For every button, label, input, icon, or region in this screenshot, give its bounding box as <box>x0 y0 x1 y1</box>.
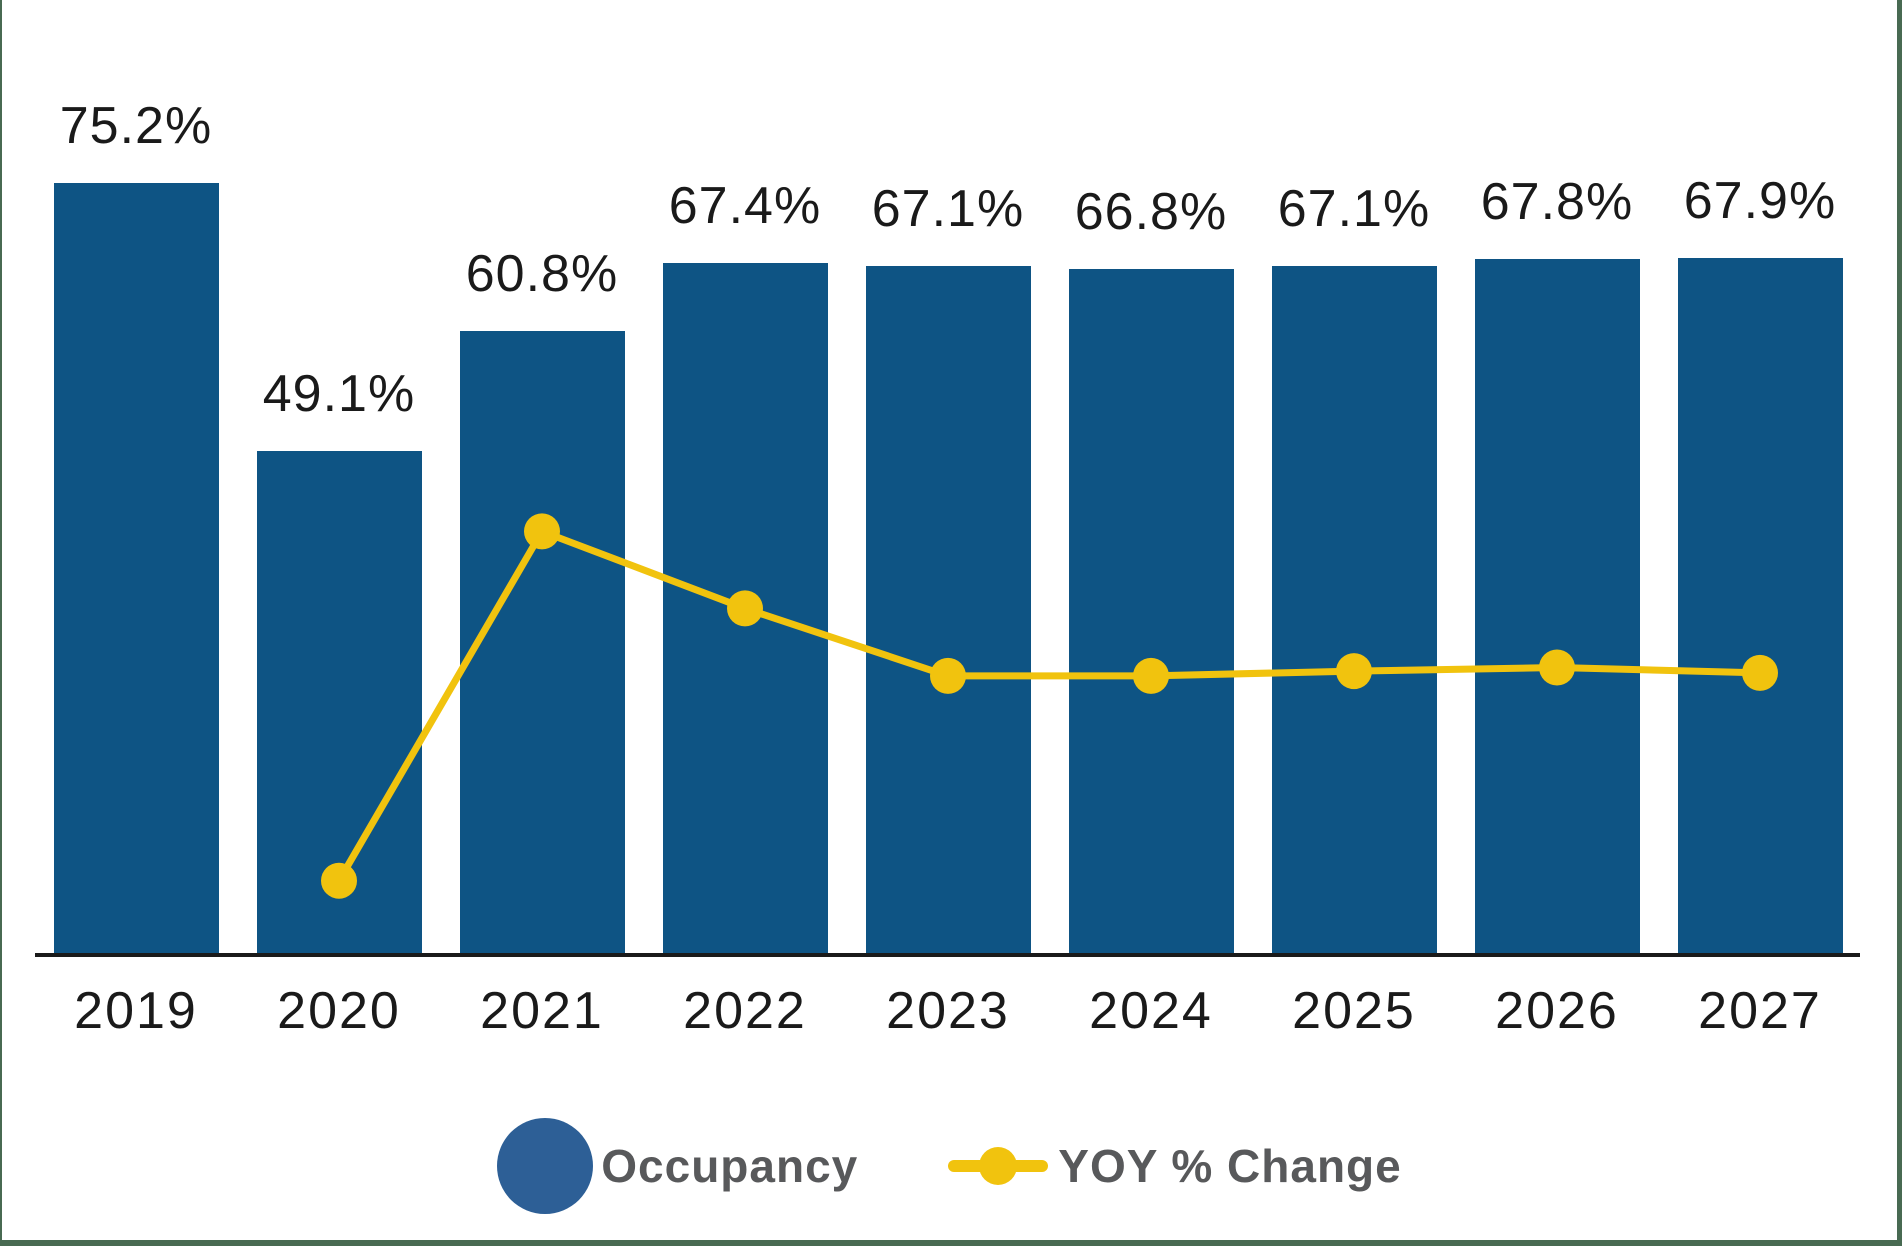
occupancy-bar-2027 <box>1677 258 1843 955</box>
background-edge-right <box>1897 0 1902 1246</box>
bar-data-label-2021: 60.8% <box>465 245 619 303</box>
bar-data-label-2024: 66.8% <box>1074 183 1228 241</box>
bar-data-label-2026: 67.8% <box>1480 173 1634 231</box>
occupancy-bar-2019 <box>53 183 219 955</box>
background-edge-left <box>0 0 2 1246</box>
legend: Occupancy YOY % Change <box>2 1118 1897 1214</box>
x-axis-label-2019: 2019 <box>74 982 198 1040</box>
occupancy-bar-2020 <box>256 451 422 955</box>
bar-data-label-2027: 67.9% <box>1683 172 1837 230</box>
bar-data-label-2022: 67.4% <box>668 177 822 235</box>
x-axis-label-2027: 2027 <box>1698 982 1822 1040</box>
x-axis-label-2024: 2024 <box>1089 982 1213 1040</box>
x-axis-label-2026: 2026 <box>1495 982 1619 1040</box>
occupancy-legend-marker <box>497 1118 594 1214</box>
yoy-legend-marker <box>948 1146 1049 1186</box>
background-edge-bottom <box>0 1240 1902 1246</box>
bar-data-label-2023: 67.1% <box>871 180 1025 238</box>
occupancy-bar-2025 <box>1271 266 1437 955</box>
yoy-legend-dot <box>979 1147 1018 1185</box>
bar-data-label-2020: 49.1% <box>262 365 416 423</box>
x-axis-line <box>35 953 1860 957</box>
occupancy-legend-label: Occupancy <box>601 1140 859 1192</box>
x-axis-label-2020: 2020 <box>277 982 401 1040</box>
occupancy-bar-2021 <box>459 331 625 955</box>
x-axis-label-2023: 2023 <box>886 982 1010 1040</box>
bar-data-label-2025: 67.1% <box>1277 180 1431 238</box>
occupancy-bar-2023 <box>865 266 1031 955</box>
x-axis-label-2022: 2022 <box>683 982 807 1040</box>
bar-data-label-2019: 75.2% <box>59 97 213 155</box>
occupancy-bar-2026 <box>1474 259 1640 955</box>
legend-item-yoy: YOY % Change <box>948 1139 1401 1193</box>
legend-item-occupancy: Occupancy <box>497 1118 858 1214</box>
x-axis-label-2021: 2021 <box>480 982 604 1040</box>
x-axis-label-2025: 2025 <box>1292 982 1416 1040</box>
yoy-legend-label: YOY % Change <box>1058 1140 1402 1192</box>
occupancy-bar-2024 <box>1068 269 1234 955</box>
occupancy-bar-2022 <box>662 263 828 955</box>
